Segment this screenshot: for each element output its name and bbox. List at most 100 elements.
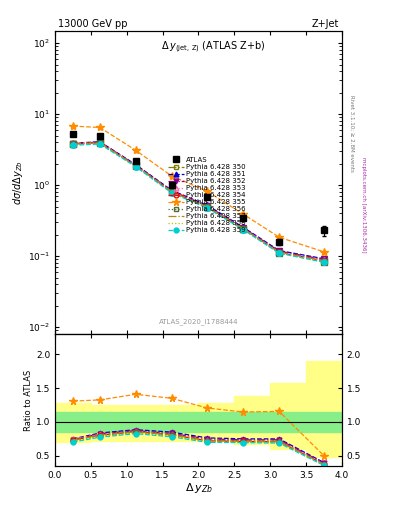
Text: mcplots.cern.ch [arXiv:1306.3436]: mcplots.cern.ch [arXiv:1306.3436] — [361, 157, 366, 252]
Pythia 6.428 359 — [71, 142, 75, 148]
Pythia 6.428 350 — [277, 249, 281, 255]
Pythia 6.428 351 — [241, 224, 246, 230]
Pythia 6.428 359 — [321, 259, 326, 265]
Pythia 6.428 358 — [133, 163, 138, 169]
Pythia 6.428 355 — [169, 173, 174, 179]
Y-axis label: Ratio to ATLAS: Ratio to ATLAS — [24, 369, 33, 431]
Pythia 6.428 359 — [97, 141, 102, 147]
Pythia 6.428 350 — [321, 257, 326, 263]
Line: Pythia 6.428 359: Pythia 6.428 359 — [70, 141, 327, 265]
Pythia 6.428 354 — [169, 188, 174, 195]
Pythia 6.428 353 — [169, 188, 174, 195]
Pythia 6.428 359 — [277, 250, 281, 257]
Pythia 6.428 353 — [277, 249, 281, 255]
Line: Pythia 6.428 353: Pythia 6.428 353 — [70, 140, 327, 263]
Pythia 6.428 355 — [97, 124, 102, 131]
Pythia 6.428 358 — [205, 205, 210, 211]
Pythia 6.428 356 — [277, 250, 281, 256]
Pythia 6.428 354 — [71, 141, 75, 147]
Text: Z+Jet: Z+Jet — [312, 19, 339, 29]
Pythia 6.428 353 — [205, 203, 210, 209]
Pythia 6.428 356 — [97, 140, 102, 146]
Pythia 6.428 358 — [321, 259, 326, 265]
Pythia 6.428 357 — [277, 249, 281, 255]
Pythia 6.428 357 — [205, 204, 210, 210]
Pythia 6.428 352 — [71, 141, 75, 147]
Pythia 6.428 355 — [133, 147, 138, 154]
Pythia 6.428 353 — [133, 162, 138, 168]
Pythia 6.428 352 — [205, 203, 210, 209]
Pythia 6.428 359 — [169, 190, 174, 196]
Pythia 6.428 351 — [71, 140, 75, 146]
Pythia 6.428 355 — [241, 211, 246, 217]
Pythia 6.428 351 — [277, 247, 281, 253]
Pythia 6.428 353 — [97, 139, 102, 145]
Pythia 6.428 352 — [97, 139, 102, 145]
Pythia 6.428 354 — [277, 249, 281, 255]
Legend: ATLAS, Pythia 6.428 350, Pythia 6.428 351, Pythia 6.428 352, Pythia 6.428 353, P: ATLAS, Pythia 6.428 350, Pythia 6.428 35… — [167, 156, 247, 234]
Pythia 6.428 358 — [241, 226, 246, 232]
Pythia 6.428 350 — [97, 139, 102, 145]
Pythia 6.428 351 — [205, 202, 210, 208]
Text: 13000 GeV pp: 13000 GeV pp — [58, 19, 127, 29]
Pythia 6.428 354 — [205, 204, 210, 210]
Pythia 6.428 354 — [241, 226, 246, 232]
Pythia 6.428 358 — [277, 250, 281, 256]
Pythia 6.428 352 — [277, 248, 281, 254]
Line: Pythia 6.428 356: Pythia 6.428 356 — [70, 140, 327, 264]
Pythia 6.428 355 — [71, 123, 75, 129]
Pythia 6.428 358 — [71, 142, 75, 148]
Pythia 6.428 358 — [97, 141, 102, 147]
Line: Pythia 6.428 355: Pythia 6.428 355 — [69, 122, 328, 256]
X-axis label: $\Delta\,y_{Zb}$: $\Delta\,y_{Zb}$ — [185, 481, 212, 495]
Pythia 6.428 357 — [71, 141, 75, 147]
Pythia 6.428 356 — [205, 204, 210, 210]
Line: Pythia 6.428 350: Pythia 6.428 350 — [70, 140, 327, 263]
Pythia 6.428 350 — [71, 141, 75, 147]
Line: Pythia 6.428 351: Pythia 6.428 351 — [70, 139, 327, 262]
Y-axis label: $d\sigma/d\Delta y_{Zb}$: $d\sigma/d\Delta y_{Zb}$ — [11, 160, 25, 205]
Pythia 6.428 356 — [71, 141, 75, 147]
Pythia 6.428 351 — [321, 255, 326, 262]
Pythia 6.428 352 — [321, 257, 326, 263]
Pythia 6.428 350 — [133, 162, 138, 168]
Text: Rivet 3.1.10; ≥ 2.8M events: Rivet 3.1.10; ≥ 2.8M events — [349, 95, 354, 172]
Pythia 6.428 355 — [321, 249, 326, 255]
Pythia 6.428 359 — [205, 205, 210, 211]
Line: Pythia 6.428 358: Pythia 6.428 358 — [73, 144, 324, 262]
Pythia 6.428 352 — [241, 225, 246, 231]
Pythia 6.428 357 — [321, 258, 326, 264]
Line: Pythia 6.428 352: Pythia 6.428 352 — [70, 139, 327, 262]
Pythia 6.428 357 — [241, 226, 246, 232]
Pythia 6.428 354 — [133, 163, 138, 169]
Pythia 6.428 352 — [133, 162, 138, 168]
Pythia 6.428 351 — [97, 139, 102, 145]
Pythia 6.428 354 — [321, 258, 326, 264]
Pythia 6.428 356 — [241, 226, 246, 232]
Pythia 6.428 357 — [133, 163, 138, 169]
Pythia 6.428 355 — [205, 188, 210, 195]
Text: $\Delta\,y_{\mathsf{(jet,\,Z)}}$ (ATLAS Z+b): $\Delta\,y_{\mathsf{(jet,\,Z)}}$ (ATLAS … — [160, 40, 265, 55]
Pythia 6.428 351 — [133, 161, 138, 167]
Pythia 6.428 358 — [169, 189, 174, 196]
Pythia 6.428 356 — [321, 259, 326, 265]
Pythia 6.428 356 — [133, 163, 138, 169]
Pythia 6.428 350 — [169, 188, 174, 195]
Pythia 6.428 351 — [169, 187, 174, 193]
Pythia 6.428 359 — [133, 164, 138, 170]
Pythia 6.428 354 — [97, 140, 102, 146]
Line: Pythia 6.428 357: Pythia 6.428 357 — [73, 143, 324, 261]
Pythia 6.428 359 — [241, 227, 246, 233]
Pythia 6.428 350 — [205, 203, 210, 209]
Line: Pythia 6.428 354: Pythia 6.428 354 — [70, 140, 327, 264]
Pythia 6.428 353 — [241, 225, 246, 231]
Pythia 6.428 350 — [241, 225, 246, 231]
Pythia 6.428 357 — [97, 140, 102, 146]
Pythia 6.428 355 — [277, 234, 281, 240]
Pythia 6.428 357 — [169, 188, 174, 195]
Text: ATLAS_2020_I1788444: ATLAS_2020_I1788444 — [159, 318, 238, 325]
Pythia 6.428 353 — [321, 257, 326, 263]
Pythia 6.428 356 — [169, 189, 174, 195]
Pythia 6.428 353 — [71, 140, 75, 146]
Pythia 6.428 352 — [169, 188, 174, 194]
